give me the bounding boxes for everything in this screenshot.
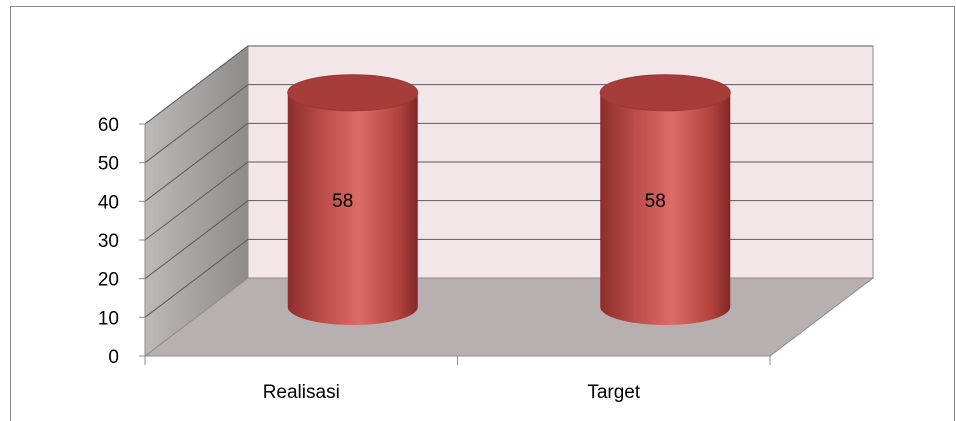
bar-body (287, 92, 418, 325)
y-tick-label: 10 (98, 308, 119, 329)
bar-top (287, 74, 419, 112)
y-tick-label: 50 (98, 154, 119, 175)
y-tick-label: 30 (98, 231, 119, 252)
floor (143, 277, 875, 357)
bar-top (599, 74, 731, 112)
bar-realisasi (287, 74, 419, 325)
y-tick-label: 0 (108, 347, 119, 368)
data-label: 58 (332, 191, 353, 212)
category-label: Target (587, 382, 641, 403)
y-tick-label: 40 (98, 192, 119, 213)
data-label: 58 (645, 191, 666, 212)
y-tick-label: 60 (98, 115, 119, 136)
gridline (144, 45, 873, 125)
category-label: Realisasi (263, 382, 340, 403)
y-tick-label: 20 (98, 270, 119, 291)
bar-target (599, 74, 731, 325)
bar-body (600, 92, 731, 325)
